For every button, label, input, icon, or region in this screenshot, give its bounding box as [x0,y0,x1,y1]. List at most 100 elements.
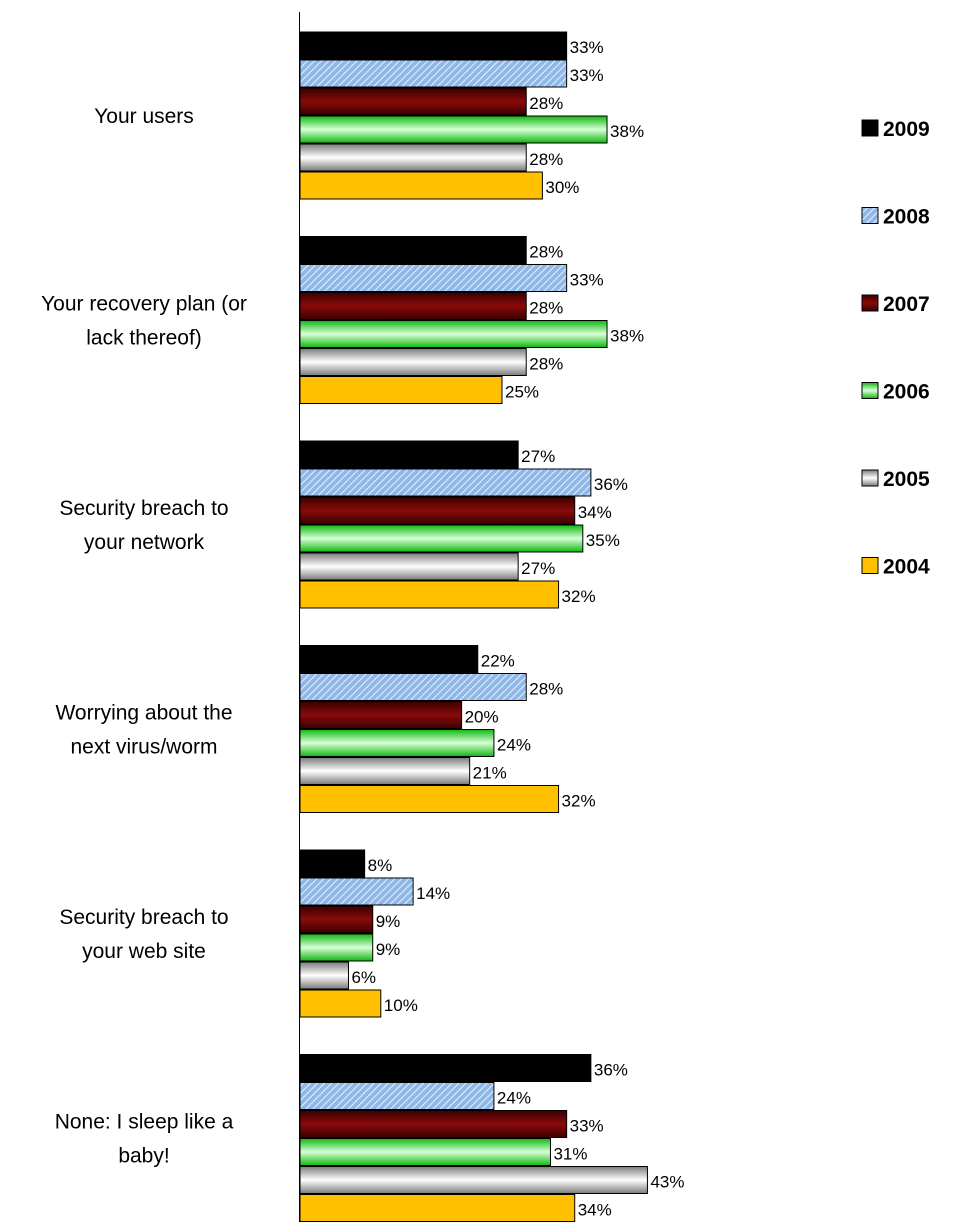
bar-2005-cat1 [299,348,527,376]
legend-swatch-2005 [861,469,879,487]
value-label: 33% [570,271,604,290]
bars-group [299,31,648,1222]
category-label: your network [84,531,205,554]
bar-2004-cat3 [299,785,560,813]
value-label: 30% [545,178,579,197]
bar-2007-cat3 [299,701,463,729]
value-label: 32% [562,587,596,606]
bar-2009-cat4 [299,849,366,878]
category-label: Your recovery plan (or [41,293,247,316]
value-label: 24% [497,736,531,755]
value-label: 31% [553,1145,587,1164]
bar-2008-cat5 [299,1082,495,1110]
category-label: your web site [82,940,206,963]
category-label: None: I sleep like a [55,1111,234,1134]
legend-label-2006: 2006 [883,381,930,404]
value-label: 28% [529,94,563,113]
bar-2007-cat5 [299,1110,568,1138]
bar-2004-cat5 [299,1194,576,1222]
bar-2007-cat4 [299,905,374,934]
value-label: 6% [351,968,376,987]
value-label: 36% [594,1061,628,1080]
bar-2008-cat1 [299,264,568,292]
bar-2005-cat2 [299,552,519,581]
bar-2008-cat0 [299,59,568,88]
bar-2006-cat5 [299,1138,551,1166]
value-label: 33% [570,1117,604,1136]
legend-swatch-2009 [861,119,879,137]
value-label: 27% [521,559,555,578]
legend-label-2004: 2004 [883,556,930,579]
bar-2005-cat4 [299,961,349,990]
bar-2009-cat5 [299,1054,592,1082]
bar-2008-cat4 [299,877,414,906]
category-label: Worrying about the [55,702,232,725]
value-label: 22% [481,652,515,671]
value-label: 28% [529,680,563,699]
bar-2009-cat1 [299,236,527,264]
value-label: 14% [416,884,450,903]
legend-label-2007: 2007 [883,293,930,316]
category-labels-group: Your users Your recovery plan (or lack the… [41,105,247,1168]
bar-2009-cat0 [299,31,568,60]
value-label: 28% [529,355,563,374]
value-label: 38% [610,327,644,346]
value-label: 33% [570,66,604,85]
legend-swatch-2004 [861,557,879,574]
bar-2008-cat3 [299,673,527,701]
category-label: Your users [94,105,194,128]
value-label: 10% [384,996,418,1015]
value-label: 32% [562,792,596,811]
value-label: 9% [376,912,401,931]
value-label: 38% [610,122,644,141]
value-label: 9% [376,940,401,959]
value-label: 24% [497,1089,531,1108]
bar-2007-cat2 [299,496,576,525]
value-label: 27% [521,447,555,466]
value-label: 8% [368,856,393,875]
bar-2006-cat0 [299,115,608,144]
value-label: 33% [570,38,604,57]
value-label: 36% [594,475,628,494]
category-label: Security breach to [59,906,228,929]
legend-label-2008: 2008 [883,206,930,229]
bar-2005-cat5 [299,1166,648,1194]
bar-2004-cat4 [299,989,382,1018]
bar-2007-cat1 [299,292,527,320]
category-label: Security breach to [59,497,228,520]
legend-swatch-2008 [861,207,879,224]
value-label: 28% [529,243,563,262]
bar-2006-cat2 [299,524,584,553]
value-label: 21% [473,764,507,783]
category-label: lack thereof) [86,327,202,350]
value-label: 28% [529,150,563,169]
value-label: 34% [578,503,612,522]
bar-2004-cat2 [299,580,560,609]
bar-2005-cat0 [299,143,527,172]
bar-2005-cat3 [299,757,471,785]
legend-swatch-2006 [861,382,879,399]
legend-swatch-2007 [861,294,879,312]
legend-label-2009: 2009 [883,118,930,141]
bar-2007-cat0 [299,87,527,116]
value-label: 43% [650,1173,684,1192]
bar-2004-cat1 [299,376,503,404]
category-label: next virus/worm [70,736,217,759]
bar-2006-cat1 [299,320,608,348]
bar-2006-cat3 [299,729,495,757]
value-label: 34% [578,1201,612,1220]
value-label: 35% [586,531,620,550]
bar-2004-cat0 [299,171,543,200]
legend-label-2005: 2005 [883,468,930,491]
value-labels-group: 33% 33% 28% 38% 28% 30% 28% 33% 28% 38% 28% 25% 27% 3… [351,38,684,1220]
legend: 2009 2008 2007 2006 2005 2004 [861,118,930,579]
category-label: baby! [118,1145,169,1168]
value-label: 25% [505,383,539,402]
bar-2009-cat3 [299,645,479,673]
bar-2009-cat2 [299,440,519,469]
value-label: 20% [465,708,499,727]
bar-2006-cat4 [299,933,374,962]
value-label: 28% [529,299,563,318]
bar-2008-cat2 [299,468,592,497]
